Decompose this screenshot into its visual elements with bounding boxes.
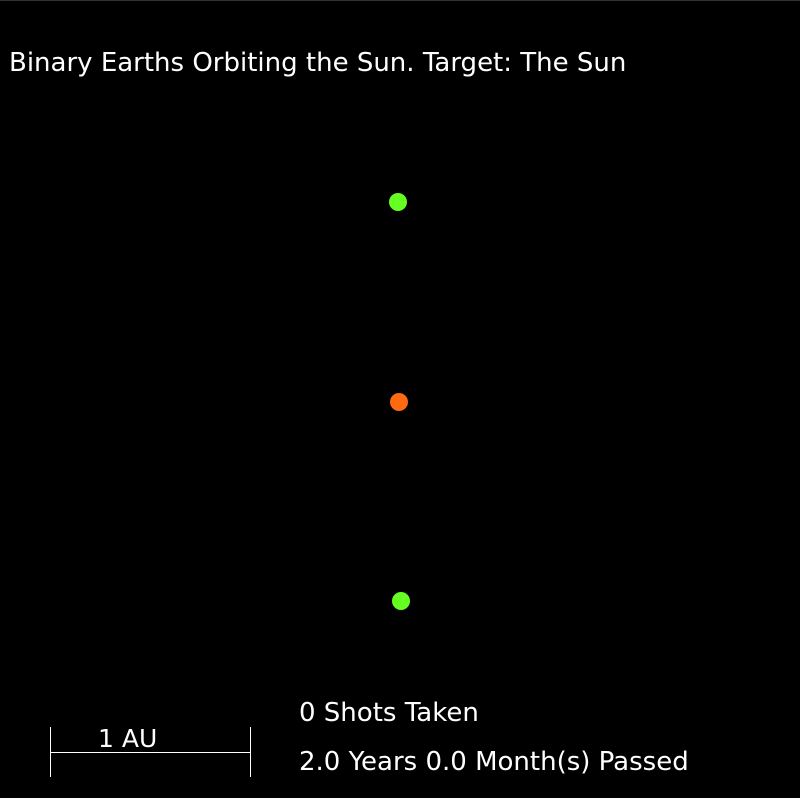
scale-bar: 1 AU	[50, 724, 251, 777]
game-title: Binary Earths Orbiting the Sun. Target: …	[9, 48, 627, 78]
elapsed-time: 2.0 Years 0.0 Month(s) Passed	[299, 747, 689, 777]
scale-bar-label: 1 AU	[98, 724, 158, 753]
earth-bottom-planet	[392, 592, 410, 610]
sun-target	[390, 393, 408, 411]
shots-counter: 0 Shots Taken	[299, 698, 479, 728]
scale-bar-right-tick	[250, 727, 251, 777]
scale-bar-line	[50, 752, 251, 753]
earth-top-planet	[389, 193, 407, 211]
